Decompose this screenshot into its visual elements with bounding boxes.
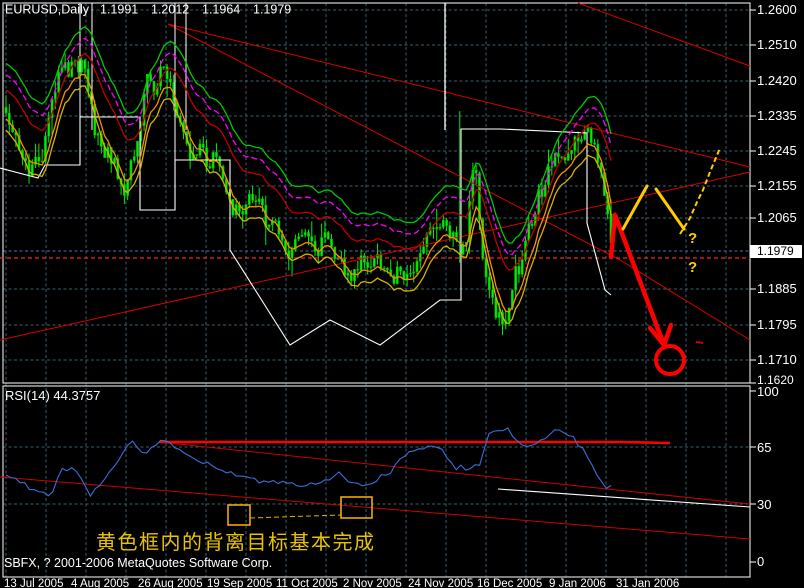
svg-text:19 Sep 2005: 19 Sep 2005 [207,578,272,588]
svg-text:26 Aug 2005: 26 Aug 2005 [138,578,203,588]
svg-text:1.2335: 1.2335 [757,108,797,123]
svg-text:?: ? [688,230,697,247]
svg-text:EURUSD,Daily: EURUSD,Daily [5,3,90,17]
svg-text:1.2012: 1.2012 [151,3,189,17]
svg-text:65: 65 [757,440,771,455]
svg-text:24 Nov 2005: 24 Nov 2005 [408,578,473,588]
svg-text:1.1885: 1.1885 [757,281,797,296]
svg-text:16 Dec 2005: 16 Dec 2005 [477,578,542,588]
svg-text:1.2510: 1.2510 [757,37,797,52]
svg-text:31 Jan 2006: 31 Jan 2006 [616,578,679,588]
svg-text:0: 0 [757,554,764,569]
svg-text:11 Oct 2005: 11 Oct 2005 [276,578,338,588]
svg-text:1.1979: 1.1979 [253,3,291,17]
svg-text:2 Nov 2005: 2 Nov 2005 [343,578,402,588]
svg-text:13 Jul 2005: 13 Jul 2005 [4,578,63,588]
svg-text:1.2245: 1.2245 [757,143,797,158]
svg-text:?: ? [688,259,697,276]
svg-text:1.2600: 1.2600 [757,2,797,17]
svg-text:4 Aug 2005: 4 Aug 2005 [71,578,129,588]
svg-text:1.2065: 1.2065 [757,210,797,225]
svg-text:黄色框内的背离目标基本完成: 黄色框内的背离目标基本完成 [96,531,376,554]
svg-text:100: 100 [757,384,779,399]
svg-text:RSI(14) 44.3757: RSI(14) 44.3757 [5,388,100,403]
svg-text:1.1710: 1.1710 [757,352,797,367]
svg-text:1.2155: 1.2155 [757,178,797,193]
svg-text:9 Jan 2006: 9 Jan 2006 [549,578,606,588]
svg-text:1.1991: 1.1991 [100,3,138,17]
svg-text:1.1795: 1.1795 [757,317,797,332]
svg-text:SBFX, ? 2001-2006 MetaQuotes S: SBFX, ? 2001-2006 MetaQuotes Software Co… [4,556,272,570]
svg-text:1.2420: 1.2420 [757,73,797,88]
svg-text:1.1979: 1.1979 [757,244,794,258]
svg-text:1.1964: 1.1964 [202,3,240,17]
svg-text:30: 30 [757,497,771,512]
